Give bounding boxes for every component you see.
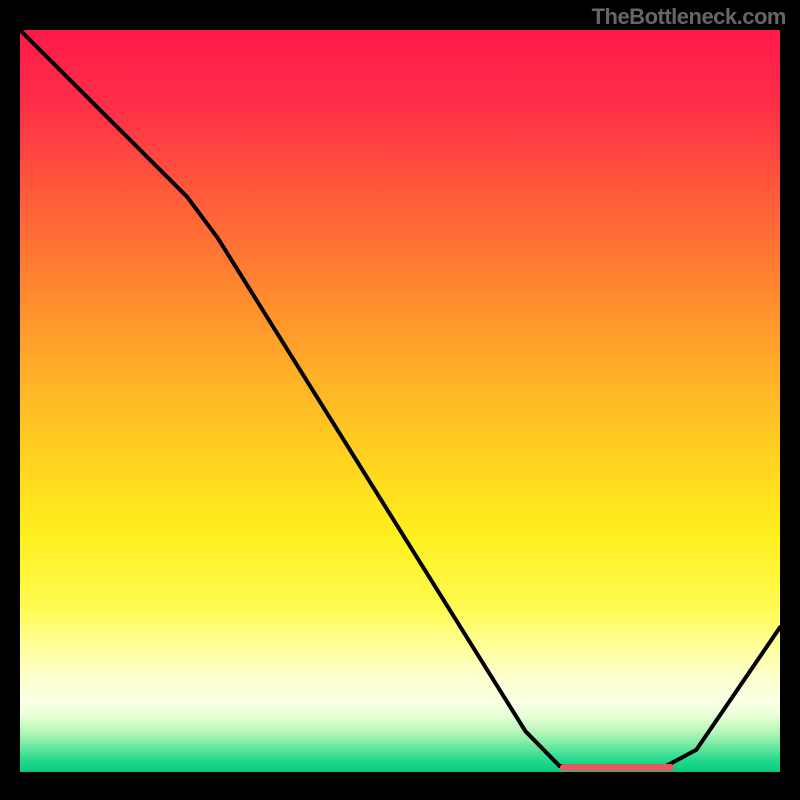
plot-area — [20, 30, 780, 772]
curve-line — [20, 30, 780, 772]
watermark: TheBottleneck.com — [592, 4, 786, 30]
optimal-marker — [560, 764, 674, 771]
